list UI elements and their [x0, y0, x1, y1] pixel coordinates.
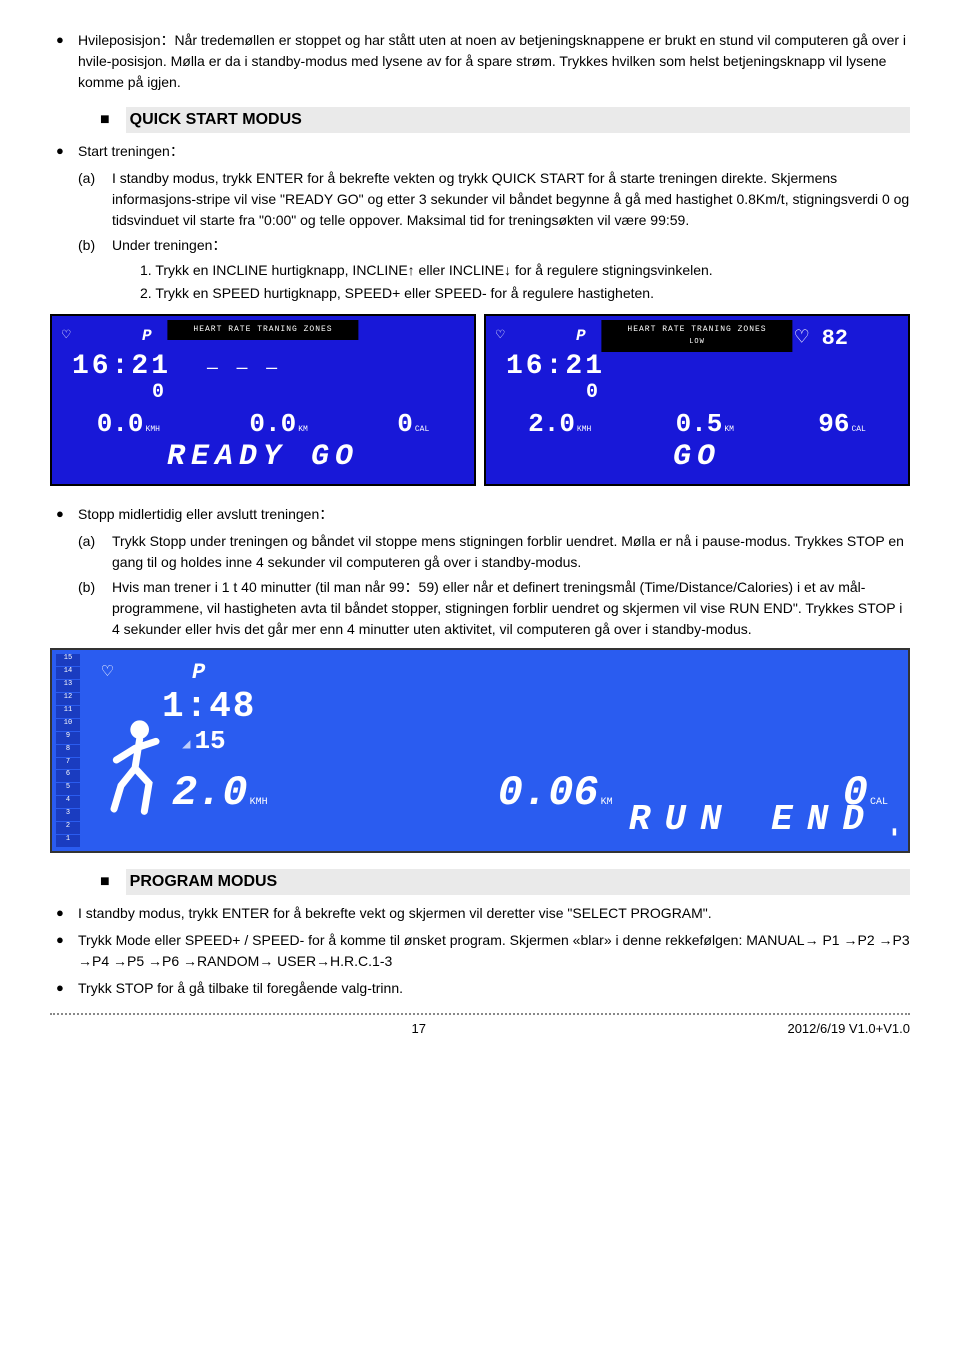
d2-u1: KMH: [577, 425, 591, 434]
d1-u3: CAL: [415, 425, 429, 434]
start-label: Start treningen：: [78, 143, 184, 159]
pulse-value: ♡ 82: [795, 322, 848, 355]
intro-text: Hvileposisjon：Når tredemøllen er stoppet…: [78, 32, 906, 90]
footer-version: 2012/6/19 V1.0+V1.0: [787, 1019, 910, 1039]
hr-zones-label-2: HEART RATE TRANING ZONES LOW: [601, 320, 792, 352]
d1-u1: KMH: [146, 425, 160, 434]
p-indicator-2: P: [576, 324, 586, 348]
square-icon-2: ■: [100, 870, 110, 894]
go-text: GO: [486, 435, 908, 480]
program-heading-row: ■ PROGRAM MODUS: [50, 869, 910, 895]
display-panel-go: HEART RATE TRANING ZONES LOW ♡ 82 ♡ P 16…: [484, 314, 910, 486]
d1-u2: KM: [298, 425, 308, 434]
pm-3-text: Trykk STOP for å gå tilbake til foregåen…: [78, 980, 403, 996]
heart-icon-2: ♡: [496, 326, 504, 347]
level-cell: 15: [56, 654, 80, 666]
pm-1-text: I standby modus, trykk ENTER for å bekre…: [78, 905, 712, 921]
hr-zones-sub: LOW: [689, 338, 705, 346]
level-cell: 6: [56, 770, 80, 782]
page-footer: 17 2012/6/19 V1.0+V1.0: [50, 1013, 910, 1039]
d2-u2: KM: [724, 425, 734, 434]
d2-u3: CAL: [851, 425, 865, 434]
mid-value: 0: [152, 378, 164, 408]
qs-item-b: (b) Under treningen：: [78, 235, 910, 256]
qs-b-1: 1. Trykk en INCLINE hurtigknapp, INCLINE…: [140, 260, 910, 281]
st-item-a: (a) Trykk Stopp under treningen og bånde…: [78, 531, 910, 573]
qs-a-text: I standby modus, trykk ENTER for å bekre…: [112, 170, 909, 228]
pm-item-1: I standby modus, trykk ENTER for å bekre…: [50, 903, 910, 924]
level-cell: 13: [56, 680, 80, 692]
level-cell: 7: [56, 758, 80, 770]
level-cell: 8: [56, 745, 80, 757]
pm-item-3: Trykk STOP for å gå tilbake til foregåen…: [50, 978, 910, 999]
level-cell: 12: [56, 693, 80, 705]
st-a-label: (a): [78, 531, 95, 552]
d3-v1: 2.0: [172, 769, 248, 817]
quick-start-heading-row: ■ QUICK START MODUS: [50, 107, 910, 133]
qs-b-text: Under treningen：: [112, 237, 226, 253]
stop-sublist: (a) Trykk Stopp under treningen og bånde…: [50, 531, 910, 640]
hr-zones-text: HEART RATE TRANING ZONES: [627, 325, 766, 334]
display-panel-runend: 151413121110987654321 ♡ P 1:48 15 2.0KMH…: [50, 648, 910, 853]
heart-icon: ♡: [62, 326, 70, 347]
level-cell: 10: [56, 719, 80, 731]
level-cell: 3: [56, 809, 80, 821]
intro-bullet: Hvileposisjon：Når tredemøllen er stoppet…: [50, 30, 910, 93]
ready-go-text: READY GO: [52, 435, 474, 480]
square-icon: ■: [100, 108, 110, 132]
level-cell: 4: [56, 796, 80, 808]
d3-u1: KMH: [250, 797, 268, 808]
st-a-text: Trykk Stopp under treningen og båndet vi…: [112, 533, 904, 570]
start-treningen: Start treningen：: [50, 141, 910, 162]
d3-u2: KM: [601, 797, 613, 808]
stop-label: Stopp midlertidig eller avslutt treninge…: [78, 506, 333, 522]
level-cell: 5: [56, 783, 80, 795]
stop-treningen: Stopp midlertidig eller avslutt treninge…: [50, 504, 910, 525]
d3-v2: 0.06: [498, 769, 599, 817]
p-indicator: P: [142, 324, 152, 348]
st-b-label: (b): [78, 577, 95, 598]
st-b-text: Hvis man trener i 1 t 40 minutter (til m…: [112, 579, 902, 637]
program-heading: PROGRAM MODUS: [126, 869, 910, 895]
run-end-text: RUN END: [629, 793, 878, 847]
qs-b-2: 2. Trykk en SPEED hurtigknapp, SPEED+ el…: [140, 283, 910, 304]
quick-start-sublist: (a) I standby modus, trykk ENTER for å b…: [50, 168, 910, 256]
level-bar-stack: 151413121110987654321: [56, 654, 80, 847]
pulse-num: 82: [822, 326, 848, 351]
level-cell: 2: [56, 822, 80, 834]
qs-item-a: (a) I standby modus, trykk ENTER for å b…: [78, 168, 910, 231]
qs-a-label: (a): [78, 168, 95, 189]
display-panel-ready: HEART RATE TRANING ZONES ♡ P 16:21 — — —…: [50, 314, 476, 486]
angle-value: 15: [182, 722, 226, 761]
qs-b-numbered: 1. Trykk en INCLINE hurtigknapp, INCLINE…: [50, 260, 910, 304]
hr-zones-label: HEART RATE TRANING ZONES: [167, 320, 358, 340]
dashes: — — —: [207, 356, 281, 383]
qs-b-label: (b): [78, 235, 95, 256]
st-item-b: (b) Hvis man trener i 1 t 40 minutter (t…: [78, 577, 910, 640]
level-cell: 14: [56, 667, 80, 679]
pm-2-text: Trykk Mode eller SPEED+ / SPEED- for å k…: [78, 932, 910, 969]
level-cell: 9: [56, 732, 80, 744]
quick-start-heading: QUICK START MODUS: [126, 107, 910, 133]
level-cell: 1: [56, 835, 80, 847]
runner-icon: [100, 714, 170, 834]
heart-icon-3: ♡: [102, 660, 113, 687]
display-row-1: HEART RATE TRANING ZONES ♡ P 16:21 — — —…: [50, 314, 910, 486]
mid-value-2: 0: [586, 378, 598, 408]
pm-item-2: Trykk Mode eller SPEED+ / SPEED- for å k…: [50, 930, 910, 972]
level-cell: 11: [56, 706, 80, 718]
signal-icon: ▮: [891, 823, 898, 841]
page-number: 17: [412, 1019, 426, 1039]
